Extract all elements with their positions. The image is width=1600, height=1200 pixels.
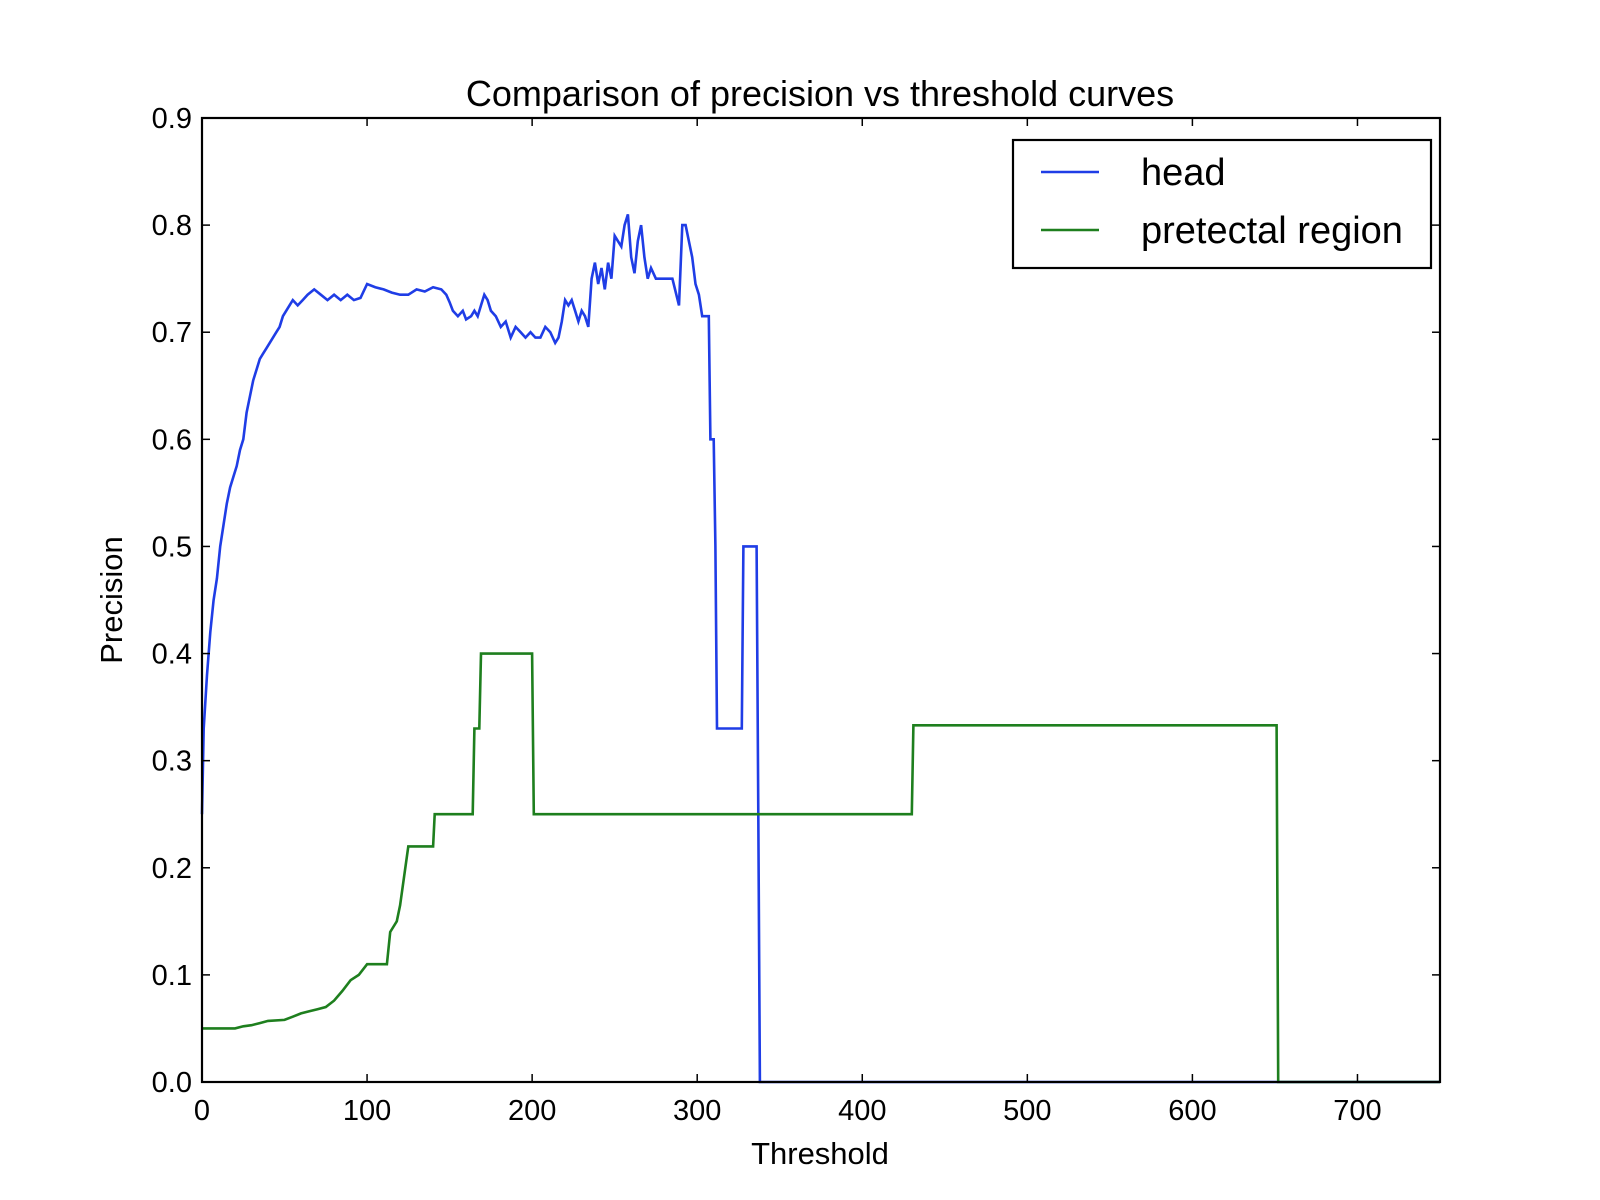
y-tick-label: 0.2: [152, 853, 192, 885]
series-line-pretectal-region: [202, 652, 1440, 1084]
plot-area: 0 100 200 300 400 500 600 700 0.0 0.1 0.2 0.3 0.4 0.5…: [152, 103, 1442, 1127]
x-tick-label: 200: [508, 1095, 556, 1127]
y-tick-label: 0.8: [152, 210, 192, 242]
x-tick-label: 400: [838, 1095, 886, 1127]
x-tick-label: 0: [194, 1095, 210, 1127]
y-tick-label: 0.5: [152, 531, 192, 563]
series-line-head: [200, 214, 1440, 1084]
x-tick-label: 100: [343, 1095, 391, 1127]
x-tick-label: 300: [673, 1095, 721, 1127]
x-tick-label: 700: [1333, 1095, 1381, 1127]
y-axis-label: Precision: [94, 536, 129, 664]
y-tick-label: 0.6: [152, 424, 192, 456]
axes-frame: [200, 116, 1442, 1084]
y-tick-label: 0.7: [152, 317, 192, 349]
legend-label: head: [1141, 152, 1226, 194]
x-tick-label: 500: [1003, 1095, 1051, 1127]
y-tick-label: 0.9: [152, 103, 192, 135]
x-axis-label: Threshold: [751, 1136, 889, 1171]
legend-label: pretectal region: [1141, 210, 1403, 252]
y-tick-label: 0.1: [152, 960, 192, 992]
y-tick-label: 0.4: [152, 639, 192, 671]
x-tick-label: 600: [1168, 1095, 1216, 1127]
chart-title: Comparison of precision vs threshold cur…: [466, 73, 1174, 114]
legend: head pretectal region: [1011, 138, 1433, 270]
y-tick-label: 0.3: [152, 746, 192, 778]
legend-box: [1011, 138, 1433, 270]
y-tick-label: 0.0: [152, 1067, 192, 1099]
